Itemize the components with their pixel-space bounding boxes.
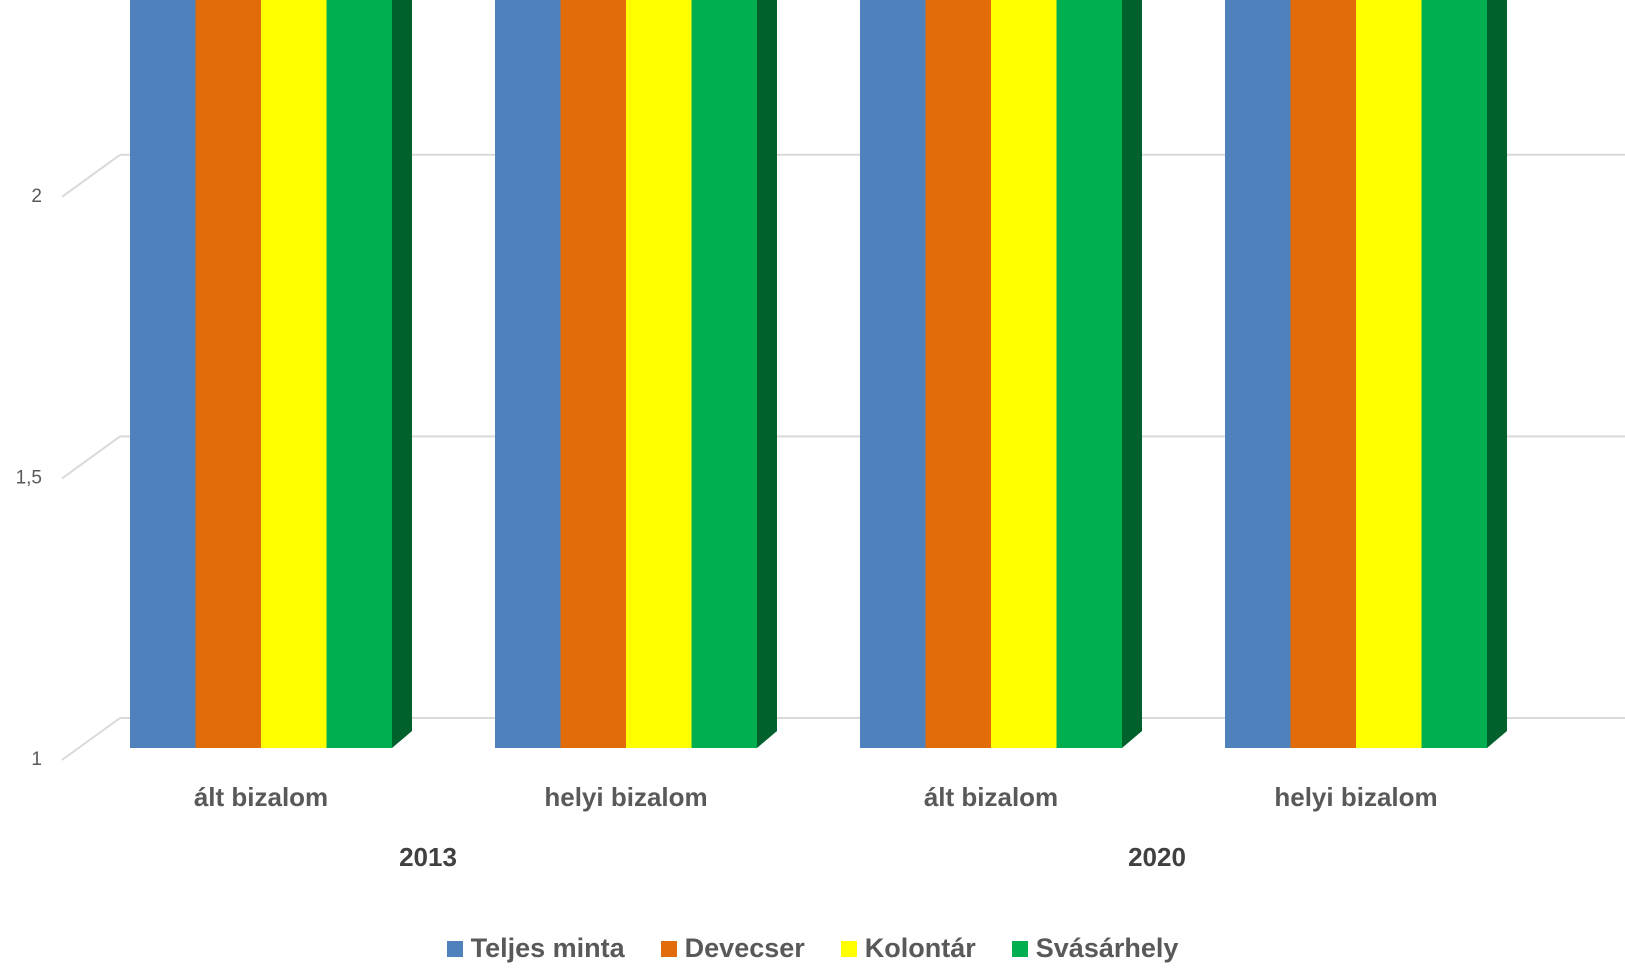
bar — [626, 0, 692, 749]
bar-side — [392, 0, 412, 748]
y-tick-label: 2 — [31, 186, 42, 207]
legend-swatch — [840, 940, 857, 957]
x-tick-label: helyi bizalom — [544, 782, 707, 812]
bar-side — [1487, 0, 1507, 748]
bar — [1290, 0, 1356, 748]
legend-item-teljes-minta: Teljes minta — [446, 933, 625, 963]
bar — [1421, 0, 1487, 748]
bar — [1056, 0, 1122, 748]
bar-side — [757, 0, 777, 748]
y-tick-label: 1 — [31, 749, 42, 770]
bar — [130, 0, 196, 748]
x-tick-label: ált bizalom — [924, 782, 1058, 812]
bar — [991, 0, 1057, 749]
bar — [261, 0, 327, 749]
legend: Teljes minta Devecser Kolontár Svásárhel… — [0, 935, 1625, 962]
legend-item-devecser: Devecser — [660, 933, 805, 963]
group-label: 2020 — [1128, 842, 1186, 872]
bar — [495, 0, 561, 748]
legend-label: Teljes minta — [470, 933, 625, 963]
legend-label: Devecser — [684, 933, 805, 963]
bar — [326, 0, 392, 749]
group-label: 2013 — [399, 842, 457, 872]
gridline-depth — [61, 153, 121, 198]
bar — [1356, 0, 1422, 748]
x-tick-label: ált bizalom — [194, 782, 328, 812]
bar — [691, 0, 757, 749]
legend-swatch — [446, 940, 463, 957]
legend-swatch — [660, 940, 677, 957]
bar — [1225, 0, 1291, 748]
bar — [860, 0, 926, 748]
legend-item-svasarhely: Svásárhely — [1011, 933, 1179, 963]
bar — [560, 0, 626, 748]
y-tick-label: 1,5 — [16, 467, 42, 488]
gridline-depth — [61, 717, 121, 761]
bar — [925, 0, 991, 748]
legend-label: Svásárhely — [1035, 933, 1179, 963]
legend-swatch — [1011, 940, 1028, 957]
bar — [195, 0, 261, 748]
gridline-depth — [61, 435, 121, 480]
legend-item-kolontar: Kolontár — [840, 933, 976, 963]
legend-label: Kolontár — [864, 933, 976, 963]
bar-side — [1122, 0, 1142, 748]
x-tick-label: helyi bizalom — [1274, 782, 1437, 812]
